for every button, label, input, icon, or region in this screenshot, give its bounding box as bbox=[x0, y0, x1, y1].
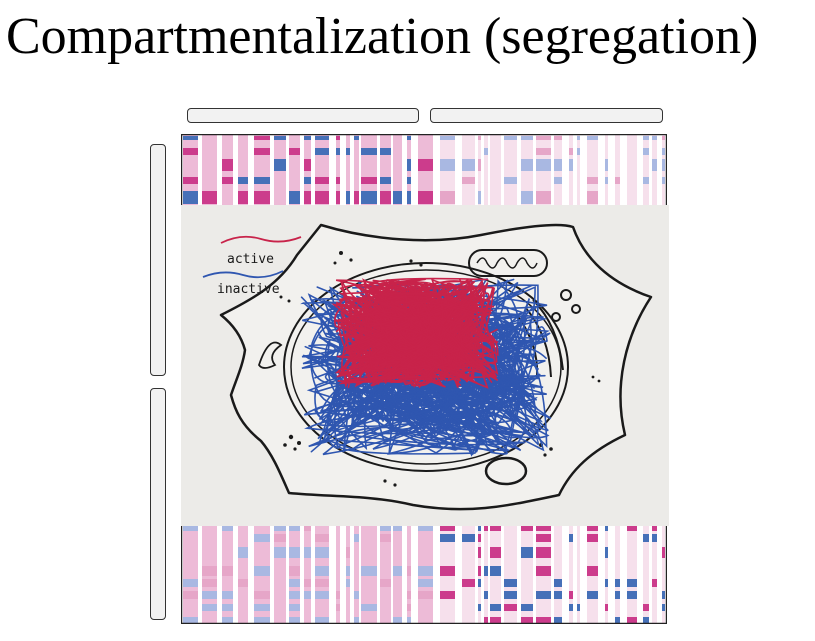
mitochondrion-icon bbox=[468, 249, 548, 277]
legend-inactive-line bbox=[202, 270, 284, 279]
legend-inactive-label: inactive bbox=[217, 282, 280, 297]
top-track-right bbox=[430, 108, 663, 123]
er-icon bbox=[258, 341, 283, 369]
left-track-upper bbox=[150, 144, 166, 376]
legend-active-line bbox=[220, 235, 302, 244]
legend-active-label: active bbox=[227, 252, 274, 267]
top-track-left bbox=[187, 108, 419, 123]
slide-title: Compartmentalization (segregation) bbox=[6, 8, 759, 65]
cell-illustration: active inactive bbox=[181, 205, 669, 526]
vesicle-icon bbox=[484, 456, 528, 486]
active-chromatin-yarn bbox=[331, 277, 499, 389]
left-track-lower bbox=[150, 388, 166, 620]
nuclear-envelope-inner bbox=[290, 269, 562, 465]
legend: active inactive bbox=[202, 235, 302, 297]
nuclear-envelope-outer bbox=[283, 262, 569, 472]
